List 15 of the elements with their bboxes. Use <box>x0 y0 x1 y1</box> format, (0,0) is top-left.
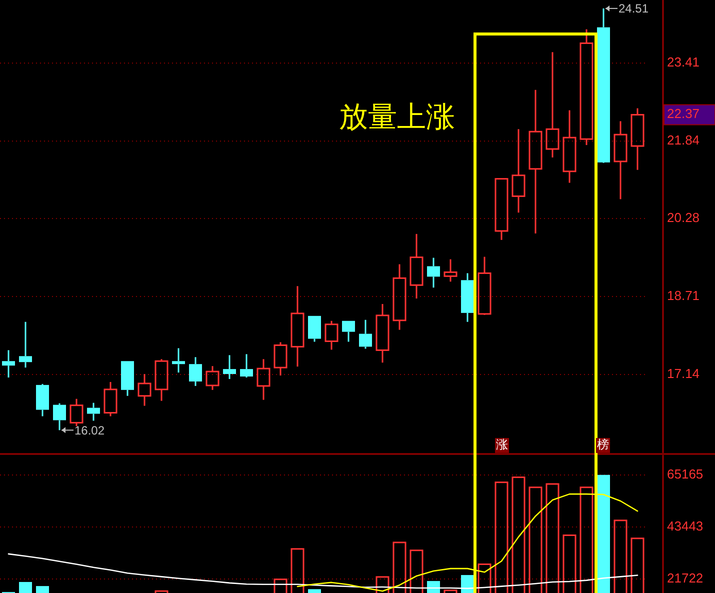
annotation: 16.02 <box>74 423 105 438</box>
line-series <box>296 493 638 592</box>
y-tick-label: 43443 <box>667 518 704 534</box>
y-tick-label: 21.84 <box>667 132 700 148</box>
y-tick-label: 23.41 <box>667 54 700 70</box>
y-tick-label: 17.14 <box>667 366 700 381</box>
y-tick-label: 20.28 <box>667 210 700 225</box>
line-series <box>8 553 638 590</box>
y-tick-label: 22.37 <box>667 106 700 122</box>
annotation: 放量上涨 <box>339 102 455 134</box>
y-tick-label: 21722 <box>667 570 704 586</box>
y-tick-label: 65165 <box>667 466 704 482</box>
annotation: 24.51 <box>618 2 649 16</box>
marker-label: 榜 <box>596 438 610 453</box>
y-tick-label: 18.71 <box>667 288 700 303</box>
